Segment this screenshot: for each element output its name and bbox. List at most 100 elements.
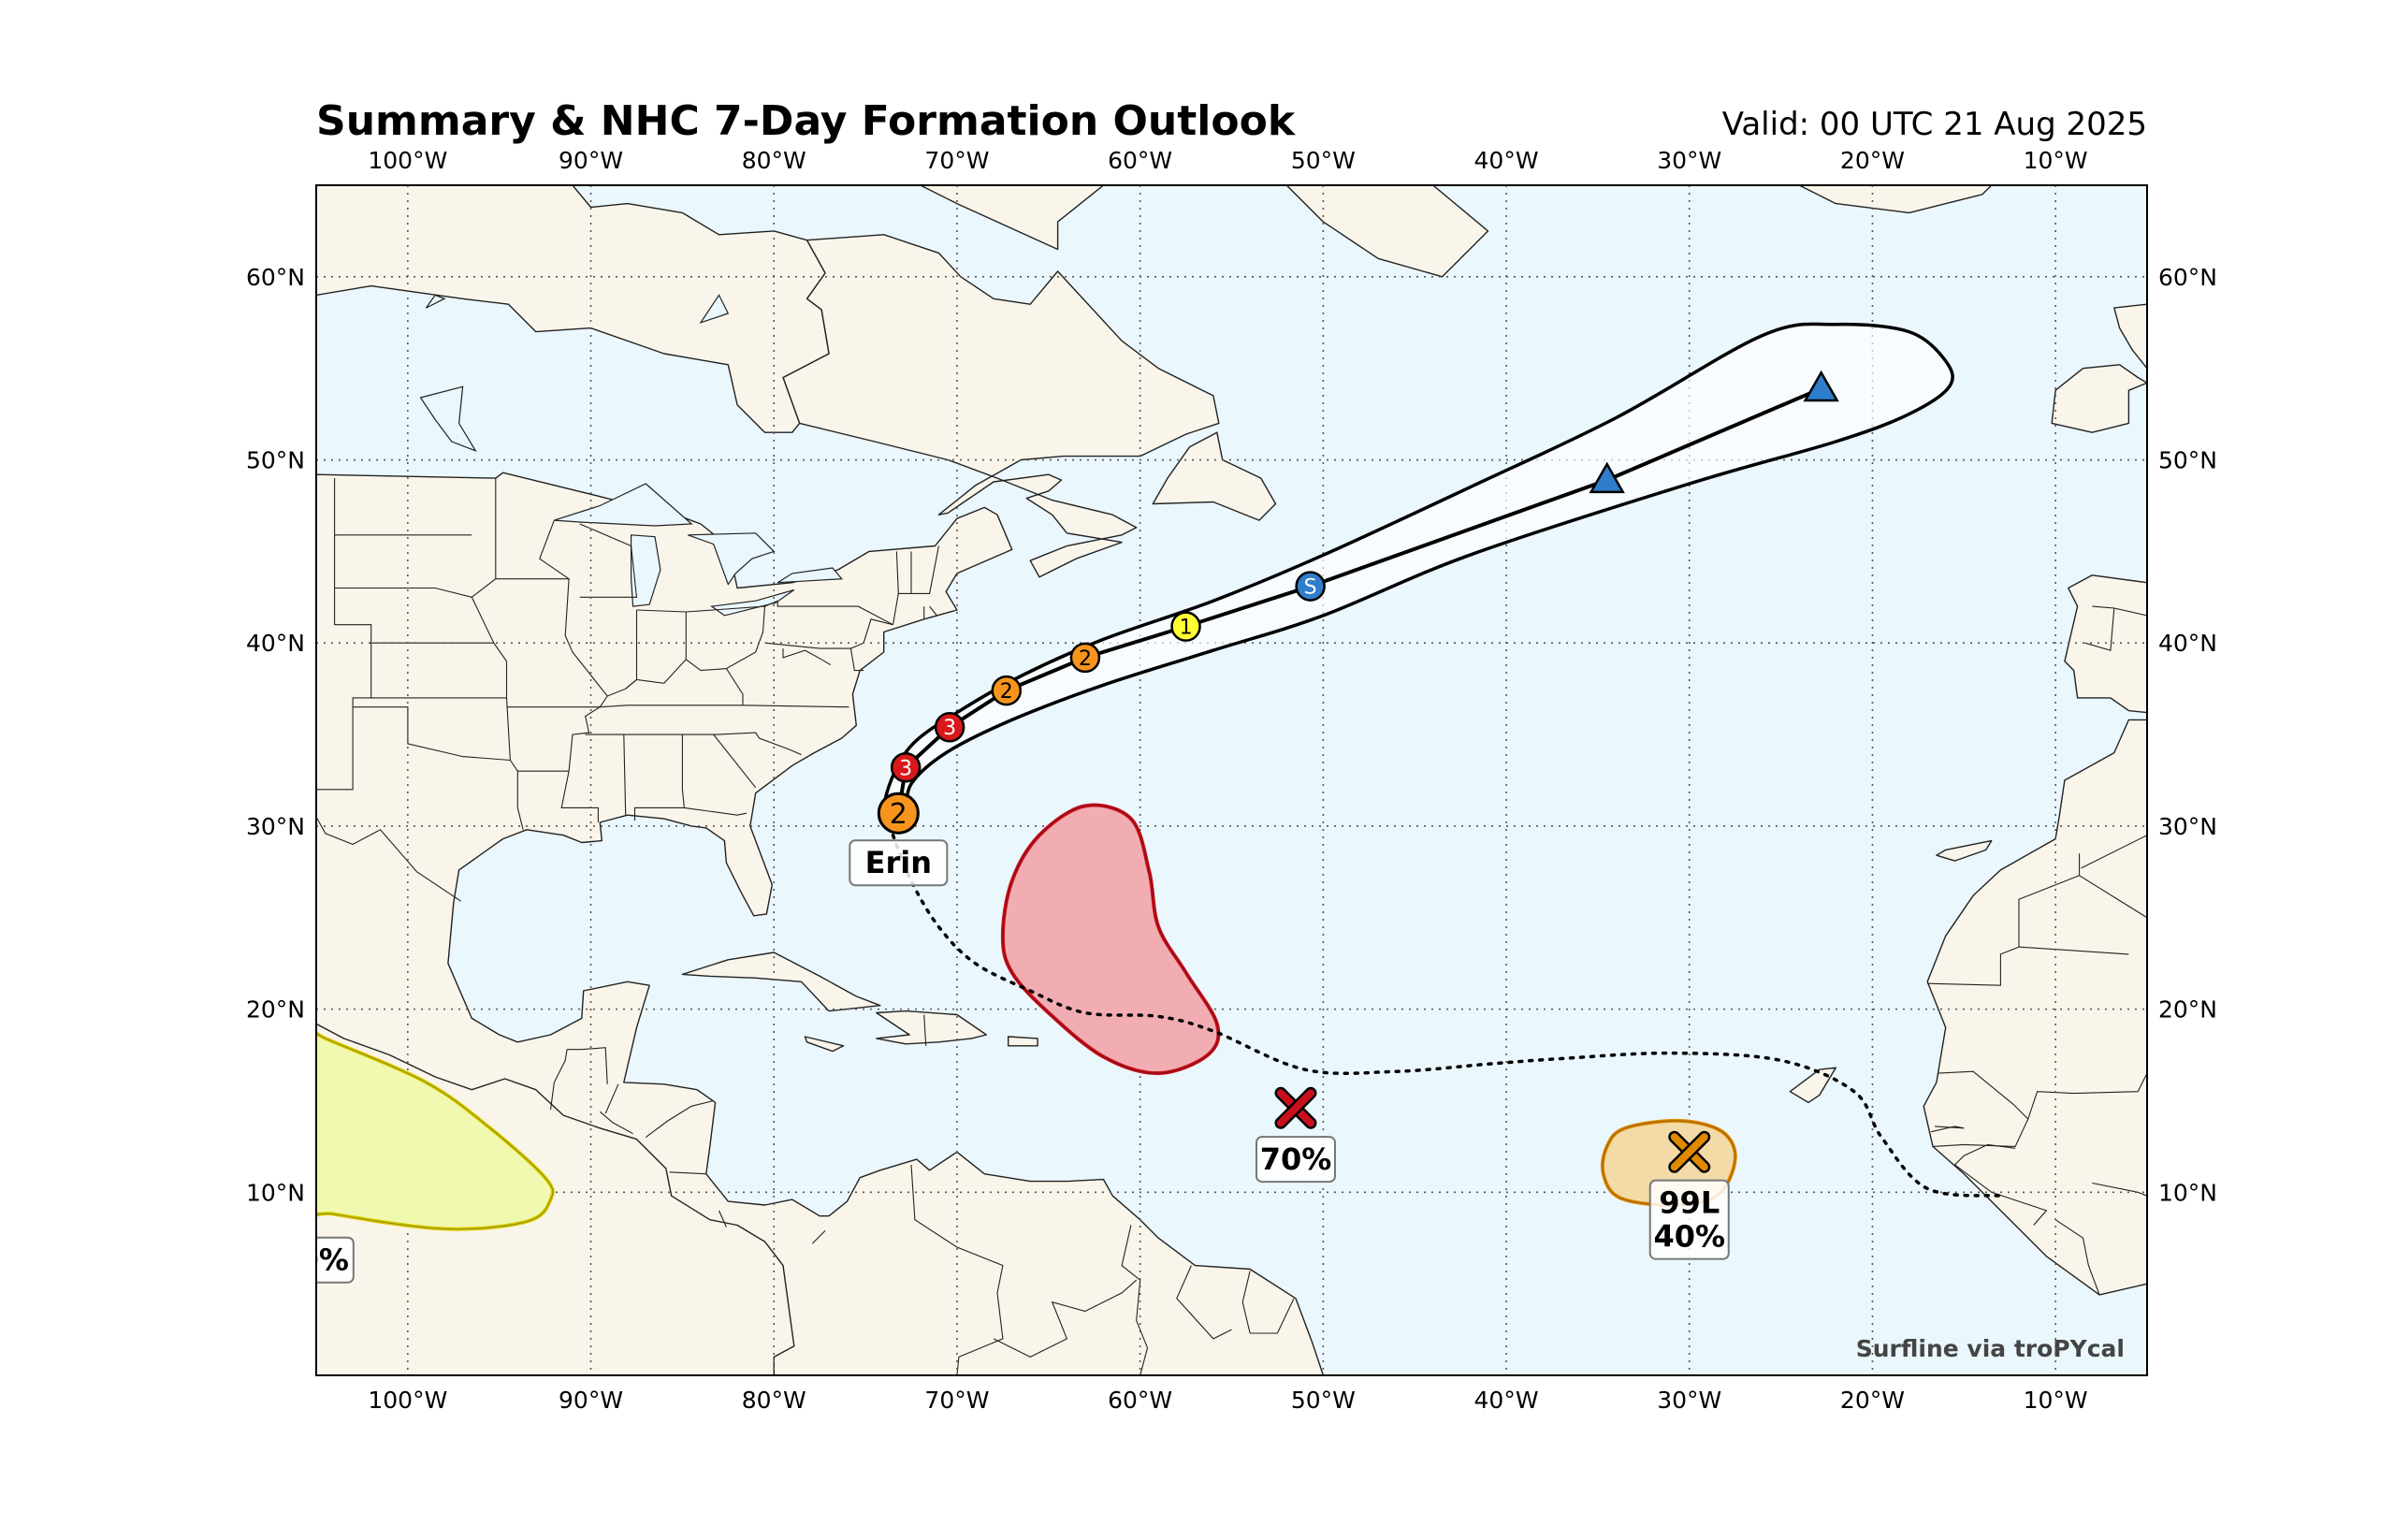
lon-tick-top-5: 50°W [1291,147,1356,174]
lat-tick-right-0: 10°N [2158,1179,2217,1206]
land-polygon-3 [876,1010,988,1045]
lat-tick-left-0: 10°N [246,1179,305,1206]
forecast-point-marker [890,752,922,783]
border-line-6 [353,706,511,762]
lon-tick-bottom-4: 60°W [1108,1387,1172,1414]
valid-time: Valid: 00 UTC 21 Aug 2025 [1722,106,2147,143]
forecast-point-marker [934,711,965,743]
land-polygon-16 [1789,1067,1837,1104]
lon-tick-bottom-6: 40°W [1474,1387,1539,1414]
border-line-41 [811,1230,826,1244]
svg-text:0%: 0% [298,1242,349,1278]
lake-polygon-0 [554,483,693,527]
storm-track-layer: 3 3 2 2 1 S 2 [877,322,2003,1198]
lat-tick-left-5: 60°N [246,264,305,291]
lon-tick-bottom-3: 70°W [924,1387,989,1414]
land-polygon-9 [920,185,1105,251]
lon-tick-top-1: 90°W [559,147,623,174]
land-polygon-17 [1936,839,1993,862]
lat-tick-left-3: 40°N [246,630,305,657]
lake-polygon-2 [688,532,776,586]
border-line-57 [2092,1182,2147,1197]
lon-tick-top-3: 70°W [924,147,989,174]
border-line-58 [2027,1072,2147,1120]
lon-tick-top-6: 40°W [1474,147,1539,174]
forecast-category-label: 1 [1180,617,1193,640]
land-polygon-11 [1798,185,1993,214]
lat-tick-right-1: 20°N [2158,996,2217,1024]
forecast-point-marker [1069,642,1101,674]
border-line-17 [579,523,638,598]
lon-tick-bottom-1: 90°W [559,1387,623,1414]
lon-tick-bottom-8: 20°W [1840,1387,1905,1414]
border-line-27 [782,648,832,666]
land-polygon-14 [2064,574,2147,714]
border-line-19 [636,600,778,613]
border-line-34 [567,1047,608,1084]
border-line-40 [718,1210,727,1228]
land-polygon-4 [1007,1036,1038,1047]
border-line-37 [599,1111,633,1135]
border-line-0 [471,478,524,830]
storm-name-label: Erin [849,839,949,887]
outlook-area-low [316,1030,555,1231]
border-line-38 [645,1099,714,1139]
post-tropical-marker [1589,461,1625,494]
forecast-point-marker [1295,571,1326,602]
tick-labels: 100°W 100°W 90°W 90°W 80°W 80°W 70°W 70°W 60°W 60… [246,147,2217,1414]
lat-tick-right-2: 30°N [2158,813,2217,840]
lon-tick-top-0: 100°W [368,147,447,174]
border-line-47 [1250,1298,1295,1334]
border-line-60 [2084,605,2115,651]
lat-tick-right-3: 40°N [2158,630,2217,657]
forecast-category-label: 3 [899,757,912,780]
lon-tick-top-2: 80°W [742,147,806,174]
border-line-8 [506,705,849,708]
post-tropical-marker [1803,370,1839,402]
border-line-9 [568,706,601,772]
land-polygon-8 [1152,431,1277,521]
border-line-42 [923,1014,927,1046]
lon-tick-bottom-5: 50°W [1291,1387,1356,1414]
outlook-area-high [1000,803,1221,1076]
lon-tick-top-9: 10°W [2024,147,2088,174]
border-line-12 [585,732,802,756]
svg-text:40%: 40% [1653,1218,1725,1254]
lon-tick-bottom-7: 30°W [1657,1387,1721,1414]
outlook-label-high: 70% [1255,1136,1336,1184]
border-line-56 [2054,1219,2100,1296]
forecast-point-marker [1170,611,1201,642]
lat-tick-left-4: 50°N [246,447,305,474]
border-line-26 [850,618,893,649]
credit-text: Surfline via troPYcal [1856,1335,2125,1362]
lon-tick-bottom-0: 100°W [368,1387,447,1414]
border-line-23 [725,668,744,705]
lon-tick-top-4: 60°W [1108,147,1172,174]
lon-tick-bottom-2: 80°W [742,1387,806,1414]
svg-text:Erin: Erin [865,845,932,880]
border-line-55 [2018,1200,2048,1226]
border-line-7 [517,770,599,822]
forecast-category-label: 3 [943,717,956,740]
border-line-45 [1176,1265,1232,1340]
lake-polygon-6 [699,294,730,324]
borders-layer [316,478,2147,1375]
border-line-35 [549,1049,568,1111]
land-polygon-5 [804,1036,845,1053]
past-track-line [891,833,2003,1198]
land-polygon-10 [1285,185,1489,278]
border-line-61 [2113,607,2147,617]
map-title: Summary & NHC 7-Day Formation Outlook [316,97,1297,145]
border-line-50 [2079,875,2147,919]
forecast-category-label: 2 [1000,680,1013,704]
border-line-1 [316,478,372,791]
outlook-x-marker-high [1274,1086,1317,1129]
lat-tick-left-1: 20°N [246,996,305,1024]
border-line-36 [604,1083,619,1114]
border-line-16 [539,519,570,580]
border-line-22 [599,695,608,708]
lake-polygon-7 [425,294,446,309]
